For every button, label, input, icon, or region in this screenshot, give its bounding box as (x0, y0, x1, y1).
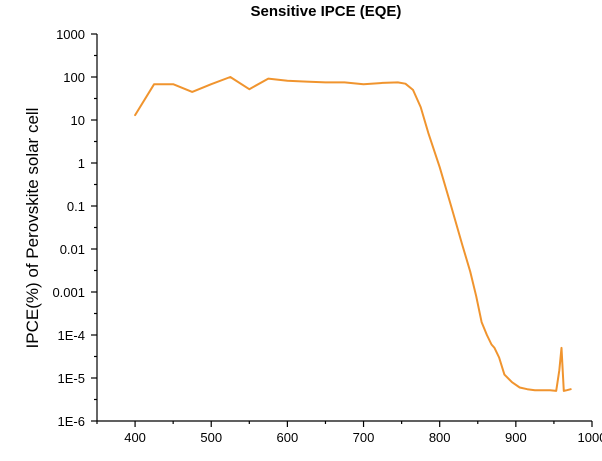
y-tick-label: 0.1 (67, 199, 85, 214)
series-layer (134, 76, 572, 392)
y-tick-label: 1E-6 (58, 414, 85, 429)
x-tick-label: 900 (505, 430, 527, 445)
x-tick-label: 1000 (578, 430, 602, 445)
x-tick-label: 400 (124, 430, 146, 445)
x-tick-label: 500 (200, 430, 222, 445)
x-tick-label: 800 (429, 430, 451, 445)
x-tick-label: 700 (353, 430, 375, 445)
x-tick-label: 600 (277, 430, 299, 445)
series-line-1 (134, 76, 572, 392)
y-tick-label: 1E-4 (58, 328, 85, 343)
y-tick-label: 1E-5 (58, 371, 85, 386)
y-tick-label: 0.001 (52, 285, 85, 300)
y-tick-label: 1 (78, 156, 85, 171)
axes: 400 500 600 700 800 900 1000 1E-6 1E-5 1E-4 0.001 0… (52, 27, 602, 445)
y-tick-label: 0.01 (60, 242, 85, 257)
y-tick-label: 1000 (56, 27, 85, 42)
y-axis-label: IPCE(%) of Perovskite solar cell (23, 108, 42, 349)
y-tick-label: 100 (63, 70, 85, 85)
chart-title: Sensitive IPCE (EQE) (251, 3, 402, 20)
y-tick-label: 10 (71, 113, 85, 128)
